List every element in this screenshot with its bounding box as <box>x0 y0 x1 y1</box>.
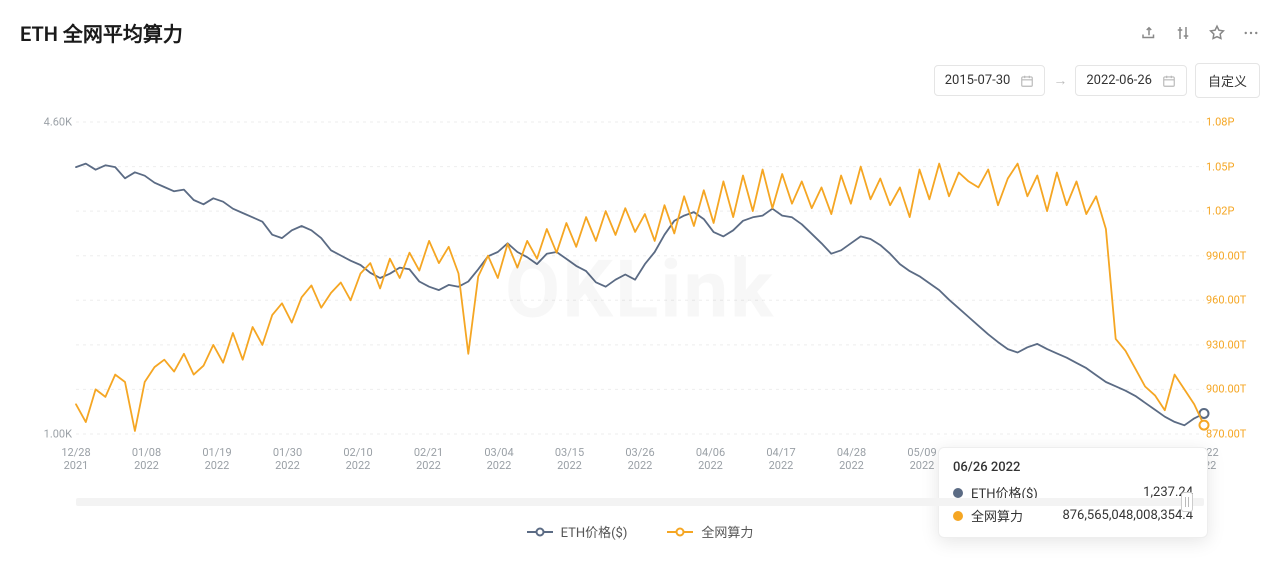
y-right-tick: 960.00T <box>1206 294 1246 307</box>
compare-icon[interactable] <box>1174 24 1192 42</box>
legend-item[interactable]: 全网算力 <box>667 522 753 541</box>
x-tick: 03/152022 <box>555 446 584 472</box>
date-controls: 2015-07-30 → 2022-06-26 自定义 <box>0 57 1280 104</box>
chart-svg <box>20 114 1260 474</box>
x-tick: 01/082022 <box>132 446 161 472</box>
date-end-input[interactable]: 2022-06-26 <box>1075 65 1187 96</box>
x-tick: 03/262022 <box>625 446 654 472</box>
legend-marker <box>667 526 693 538</box>
x-tick: 05/092022 <box>907 446 936 472</box>
page-title: ETH 全网平均算力 <box>20 18 183 47</box>
date-end-value: 2022-06-26 <box>1086 73 1152 88</box>
tooltip-date: 06/26 2022 <box>953 460 1193 475</box>
star-icon[interactable] <box>1208 24 1226 42</box>
calendar-icon <box>1020 74 1034 88</box>
custom-range-button[interactable]: 自定义 <box>1195 63 1260 98</box>
brush-handle[interactable] <box>1181 492 1193 512</box>
x-tick: 02/212022 <box>414 446 443 472</box>
y-right-tick: 900.00T <box>1206 383 1246 396</box>
x-tick: 01/192022 <box>202 446 231 472</box>
share-icon[interactable] <box>1140 24 1158 42</box>
legend-label: ETH价格($) <box>561 522 628 541</box>
x-tick: 02/102022 <box>343 446 372 472</box>
x-tick: 04/172022 <box>766 446 795 472</box>
legend-item[interactable]: ETH价格($) <box>527 522 628 541</box>
legend-marker <box>527 526 553 538</box>
arrow-right-icon: → <box>1053 72 1067 89</box>
date-start-input[interactable]: 2015-07-30 <box>934 65 1046 96</box>
brush-track <box>76 498 1204 506</box>
y-right-tick: 1.08P <box>1206 115 1234 128</box>
more-icon[interactable] <box>1242 24 1260 42</box>
y-right-tick: 1.02P <box>1206 205 1234 218</box>
x-tick: 04/062022 <box>696 446 725 472</box>
y-left-tick: 4.60K <box>44 115 72 128</box>
calendar-icon <box>1162 74 1176 88</box>
y-right-tick: 930.00T <box>1206 338 1246 351</box>
y-right-tick: 1.05P <box>1206 160 1234 173</box>
y-right-tick: 990.00T <box>1206 249 1246 262</box>
y-right-tick: 870.00T <box>1206 427 1246 440</box>
time-brush[interactable] <box>76 490 1204 514</box>
x-tick: 01/302022 <box>273 446 302 472</box>
x-tick: 03/042022 <box>484 446 513 472</box>
x-tick: 04/282022 <box>837 446 866 472</box>
date-start-value: 2015-07-30 <box>945 73 1011 88</box>
x-tick: 12/282021 <box>61 446 90 472</box>
header-icon-group <box>1140 24 1260 42</box>
chart-area[interactable]: OKLink 4.60K1.00K 1.08P1.05P1.02P990.00T… <box>20 114 1260 474</box>
legend-label: 全网算力 <box>701 522 753 541</box>
y-left-tick: 1.00K <box>44 427 72 440</box>
